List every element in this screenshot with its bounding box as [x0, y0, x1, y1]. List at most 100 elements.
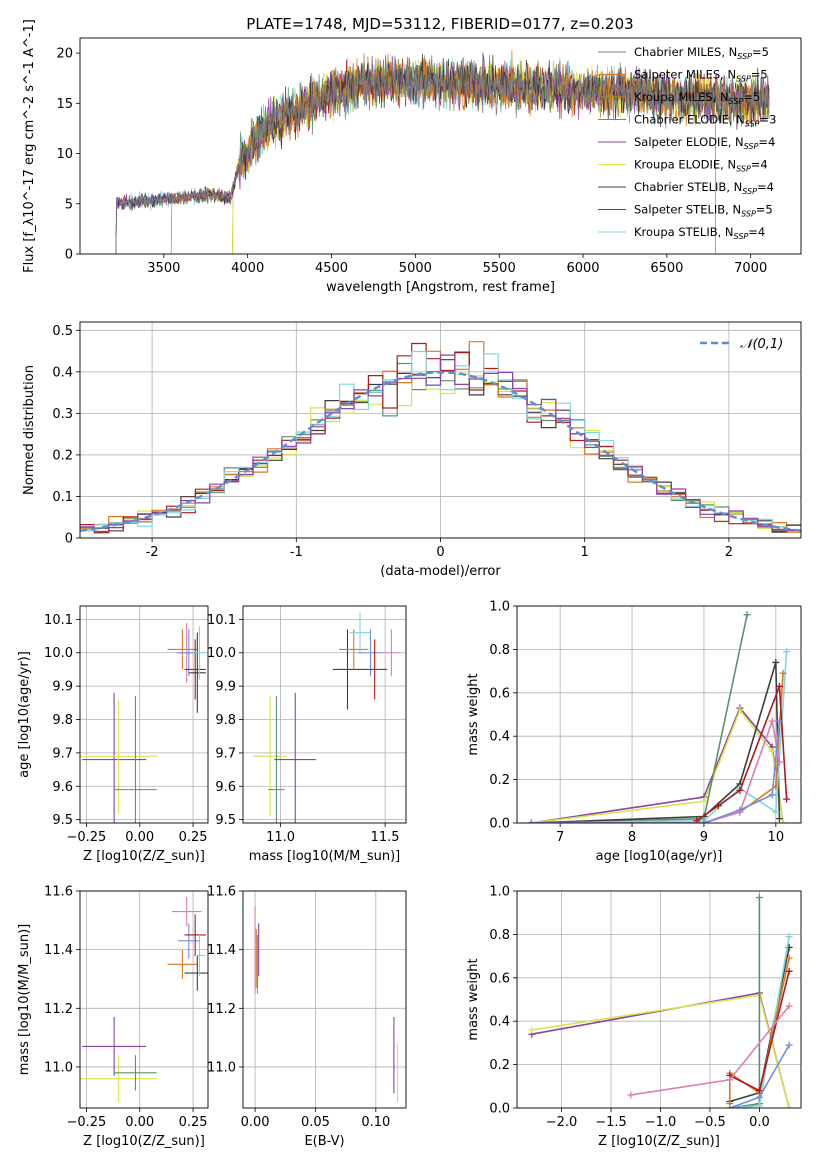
y-tick-label: 9.8: [215, 713, 236, 728]
x-axis-label: mass [log10(M/M_sun)]: [249, 849, 401, 864]
y-tick-label: 9.6: [215, 780, 236, 795]
legend-entry: Chabrier ELODIE, NSSP=3: [634, 113, 776, 129]
legend-subscript: SSP: [737, 52, 752, 61]
y-tick-label: 11.2: [207, 1002, 236, 1017]
axes-frame: [79, 37, 802, 255]
legend-subscript: SSP: [729, 97, 744, 106]
legend-subscript: SSP: [742, 187, 757, 196]
y-tick-label: 10.0: [44, 646, 73, 661]
legend-suffix: =5: [752, 45, 769, 59]
weight-marker-blue: [755, 1093, 763, 1101]
x-tick-label: 11.0: [266, 830, 295, 845]
weight-marker-yellow: [528, 1026, 536, 1034]
y-tick-label: 0.2: [489, 773, 510, 788]
x-tick-label: -1: [290, 545, 303, 560]
spectrum-line-dark: [115, 53, 770, 254]
legend-entry: Kroupa STELIB, NSSP=4: [634, 225, 765, 241]
y-tick-label: 9.7: [52, 746, 73, 761]
x-tick-label: 0.05: [301, 1115, 330, 1130]
weight-marker-yellow: [785, 1104, 793, 1108]
legend-suffix: =3: [760, 113, 777, 127]
panel-mass-weight-vs-Z: −2.0 −1.5 −1.0 −0.5 0.0 0.0 0.2 0.4 0.6 0.8 1.0 Z […: [466, 885, 802, 1149]
y-tick-label: 0.6: [489, 686, 510, 701]
y-tick-label: 9.9: [52, 680, 73, 695]
weight-marker-red: [693, 817, 701, 823]
x-tick-label: −1.5: [595, 1115, 627, 1130]
x-tick-label: 2: [725, 545, 733, 560]
x-tick-label: 3500: [147, 261, 180, 276]
x-axis-label: (data-model)/error: [380, 564, 501, 579]
y-tick-label: 9.6: [52, 780, 73, 795]
x-axis-label: Z [log10(Z/Z_sun)]: [83, 849, 205, 864]
panels: 3500 4000 4500 5000 5500 6000 6500 700005101520…: [17, 19, 802, 1149]
spectrum-line-gray: [115, 51, 770, 254]
y-tick-label: 1.0: [489, 600, 510, 615]
gaussian-curve: [80, 371, 801, 532]
y-tick-label: 0.6: [489, 971, 510, 986]
x-tick-label: −0.25: [66, 1115, 106, 1130]
x-axis-label: Z [log10(Z/Z_sun)]: [598, 1134, 720, 1149]
y-tick-label: 0.0: [489, 817, 510, 832]
weight-marker-blue: [527, 819, 535, 823]
weight-marker-red: [785, 967, 793, 975]
y-tick-label: 0.4: [489, 730, 510, 745]
panel-mass-weight-vs-age: 7 8 9 10 0.0 0.2 0.4 0.6 0.8 1.0 age [log10(age/yr…: [466, 600, 802, 864]
y-tick-label: 5: [65, 197, 73, 212]
y-axis-label: mass weight: [466, 958, 481, 1040]
x-tick-label: 9: [700, 830, 708, 845]
weight-marker-pink: [768, 717, 776, 725]
y-tick-label: 9.5: [215, 813, 236, 828]
plot-area-spectrum: [115, 49, 770, 254]
weight-marker-pink: [775, 758, 783, 766]
axes-frame: [516, 605, 802, 824]
y-axis-label: age [log10(age/yr)]: [17, 651, 32, 778]
y-tick-label: 11.0: [44, 1060, 73, 1075]
weight-marker-blue: [736, 806, 744, 814]
y-tick-label: 0: [65, 532, 73, 547]
panel-age-vs-mass: 11.0 11.5 9.5 9.6 9.7 9.8 9.9 10.0 10.1 mass [log…: [207, 605, 407, 864]
legend-entry: Salpeter MILES, NSSP=5: [634, 68, 768, 84]
weight-marker-pink: [785, 1002, 793, 1010]
weight-marker-yellow: [768, 747, 776, 755]
weight-marker-pink: [726, 1076, 734, 1084]
plot-area-mass-weight-vs-age: [527, 611, 791, 823]
panel-residuals: -2 -1 0 1 2 0 0.1 0.2 0.3 0.4 0.5 (data-model)/erro…: [22, 321, 802, 579]
x-tick-label: 0.25: [179, 830, 208, 845]
histogram-cyan: [80, 350, 801, 532]
legend-entry: Salpeter STELIB, NSSP=5: [634, 203, 773, 219]
y-tick-label: 9.9: [215, 680, 236, 695]
y-tick-label: 0.2: [489, 1058, 510, 1073]
x-tick-label: 0.00: [125, 1115, 154, 1130]
weight-marker-red: [755, 1087, 763, 1095]
x-tick-label: 5000: [399, 261, 432, 276]
y-tick-label: 1.0: [489, 885, 510, 900]
y-tick-label: 0.3: [52, 407, 73, 422]
x-tick-label: 0.00: [125, 830, 154, 845]
legend-suffix: =5: [756, 203, 773, 217]
weight-marker-yellow: [736, 706, 744, 714]
axes-frame: [79, 605, 209, 824]
axes-frame: [242, 890, 407, 1109]
weight-marker-cyan: [772, 808, 780, 816]
y-tick-label: 0.4: [52, 365, 73, 380]
x-tick-label: -2: [146, 545, 159, 560]
y-tick-label: 10.1: [207, 613, 236, 628]
weight-marker-red: [736, 786, 744, 794]
plot-area-residuals: [80, 341, 801, 534]
legend-suffix: =5: [751, 68, 768, 82]
x-tick-label: 8: [628, 830, 636, 845]
weight-marker-red: [775, 682, 783, 690]
plot-area-mass-weight-vs-Z: [528, 894, 793, 1108]
x-tick-label: 7000: [734, 261, 767, 276]
figure-title: PLATE=1748, MJD=53112, FIBERID=0177, z=0…: [246, 15, 633, 33]
y-tick-label: 0.1: [52, 490, 73, 505]
weight-marker-blue: [700, 819, 708, 823]
legend-entry: Kroupa ELODIE, NSSP=4: [634, 158, 768, 174]
panel-mass-vs-EBV: 0.00 0.05 0.10 11.0 11.2 11.4 11.6 E(B-V): [207, 885, 407, 1149]
weight-marker-sea: [743, 611, 751, 619]
y-tick-label: 0.8: [489, 643, 510, 658]
x-tick-label: 11.5: [371, 830, 400, 845]
x-tick-label: −0.25: [66, 830, 106, 845]
